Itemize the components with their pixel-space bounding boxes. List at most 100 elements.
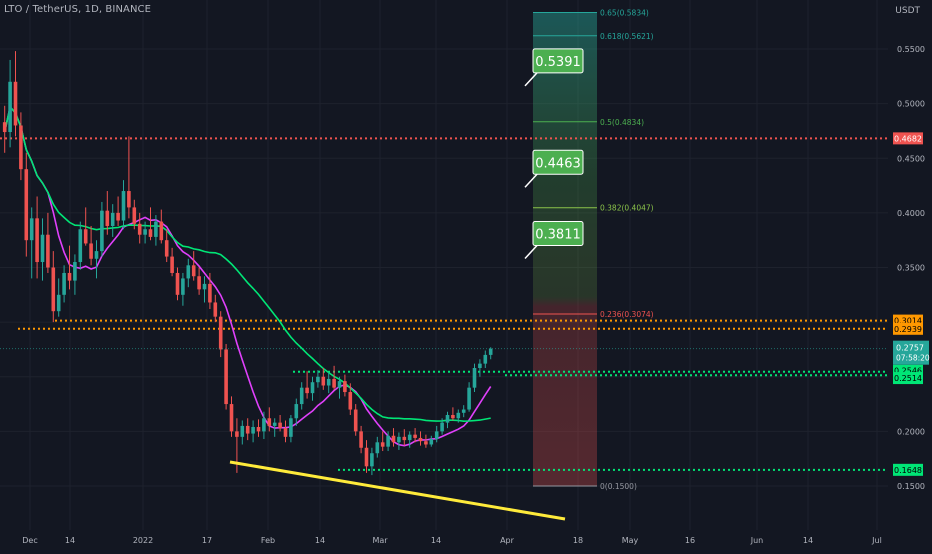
candle-body (208, 283, 212, 303)
candle-body (51, 267, 56, 312)
symbol-title: LTO / TetherUS, 1D, BINANCE (4, 4, 152, 15)
candle-body (78, 229, 83, 263)
candle-body (310, 382, 315, 394)
x-tick-label: 14 (315, 536, 325, 545)
candle-body (224, 349, 228, 405)
target-pointer (524, 245, 538, 260)
candle-body (197, 276, 201, 290)
candle-body (137, 223, 142, 235)
candle-body (348, 392, 353, 410)
fib-level-label: 0.618(0.5621) (600, 32, 654, 41)
candle-body (56, 294, 61, 312)
candle-body (397, 436, 401, 443)
x-tick-label: Jun (750, 536, 764, 545)
candle-body (407, 434, 412, 441)
fib-level-label: 0.5(0.4834) (600, 118, 644, 127)
candle-body (202, 283, 207, 290)
price-tag-text: 0.1648 (894, 466, 922, 475)
candle-body (105, 210, 110, 226)
currency-label: USDT (895, 6, 920, 16)
target-label[interactable]: 0.4463 (524, 149, 584, 188)
fib-level-label: 0(0.1500) (600, 482, 637, 491)
fib-level-label: 0.236(0.3074) (600, 310, 654, 319)
candle-body (478, 363, 482, 369)
candle-body (375, 442, 380, 454)
candle-body (67, 272, 72, 281)
trendline[interactable] (229, 460, 566, 521)
price-tag-text: 0.2939 (894, 325, 922, 334)
candle-body (299, 387, 304, 405)
candle-body (434, 431, 439, 440)
price-tag: 0.1648 (893, 463, 923, 476)
candle-body (262, 418, 266, 432)
candle-body (359, 431, 363, 448)
candle-body (213, 302, 218, 317)
price-tag-text: 0.4682 (894, 134, 922, 143)
target-label[interactable]: 0.3811 (524, 221, 584, 260)
candle-body (283, 428, 288, 437)
candle-body (380, 442, 385, 447)
candle-body (305, 387, 309, 394)
countdown: 07:58:20 (896, 354, 930, 363)
candle-body (116, 212, 120, 221)
target-label-box (532, 221, 584, 247)
x-tick-label: 18 (573, 536, 583, 545)
candle-body (159, 221, 164, 241)
fib-retracement[interactable]: 0.65(0.5834) 0.618(0.5621) 0.5(0.4834) 0.38… (533, 9, 654, 491)
candle-body (35, 218, 39, 263)
price-axis[interactable]: 0.5500 0.5000 0.4500 0.4000 0.3500 0.2000 0.15… (888, 0, 932, 550)
candle-body (83, 229, 88, 244)
x-tick-label: Dec (22, 536, 37, 545)
x-tick-label: 14 (65, 536, 75, 545)
candle-body (289, 418, 293, 437)
candle-body (19, 125, 23, 170)
candle-body (326, 378, 331, 386)
time-axis[interactable]: Dec 14 2022 17 Feb 14 Mar 14 Apr 18 May 16 Jun 14 Jul (0, 530, 888, 550)
candle-body (29, 218, 34, 241)
candles (2, 51, 493, 476)
grid (0, 0, 888, 530)
candle-body (8, 81, 12, 133)
price-tag: 0.2514 (893, 372, 923, 385)
candle-body (294, 404, 299, 419)
candle-body (267, 418, 272, 426)
candle-body (332, 378, 336, 388)
candle-body (370, 453, 374, 467)
candle-body (191, 265, 196, 277)
price-tag-text: 0.2514 (894, 374, 922, 383)
candle-body (424, 441, 428, 445)
candle-body (316, 376, 320, 383)
candle-body (40, 234, 45, 263)
target-pointer (524, 173, 538, 188)
candle-body (143, 229, 147, 235)
candle-body (343, 381, 347, 393)
candle-body (181, 278, 185, 295)
candle-body (121, 191, 126, 221)
target-value: 0.5391 (535, 55, 581, 70)
y-tick-label: 0.3500 (897, 264, 925, 273)
candle-body (483, 354, 488, 364)
candle-body (440, 422, 444, 432)
current-price-tag-bg (893, 340, 929, 365)
candle-body (472, 368, 477, 388)
target-label[interactable]: 0.5391 (524, 48, 584, 87)
candle-body (94, 251, 99, 259)
candle-body (218, 316, 223, 350)
current-price-value: 0.2757 (896, 344, 924, 353)
y-tick-label: 0.1500 (897, 482, 925, 491)
candle-body (100, 210, 104, 252)
x-tick-label: 17 (202, 536, 212, 545)
candle-body (89, 243, 93, 259)
candle-body (110, 212, 115, 226)
candle-body (24, 169, 29, 241)
price-tag-bg (893, 322, 923, 335)
x-tick-label: Mar (372, 536, 388, 545)
candle-body (391, 435, 396, 443)
horizontal-levels[interactable] (0, 137, 888, 471)
candle-body (62, 272, 66, 295)
x-tick-label: Feb (261, 536, 275, 545)
y-tick-label: 0.5500 (897, 45, 925, 54)
candle-body (445, 414, 450, 423)
